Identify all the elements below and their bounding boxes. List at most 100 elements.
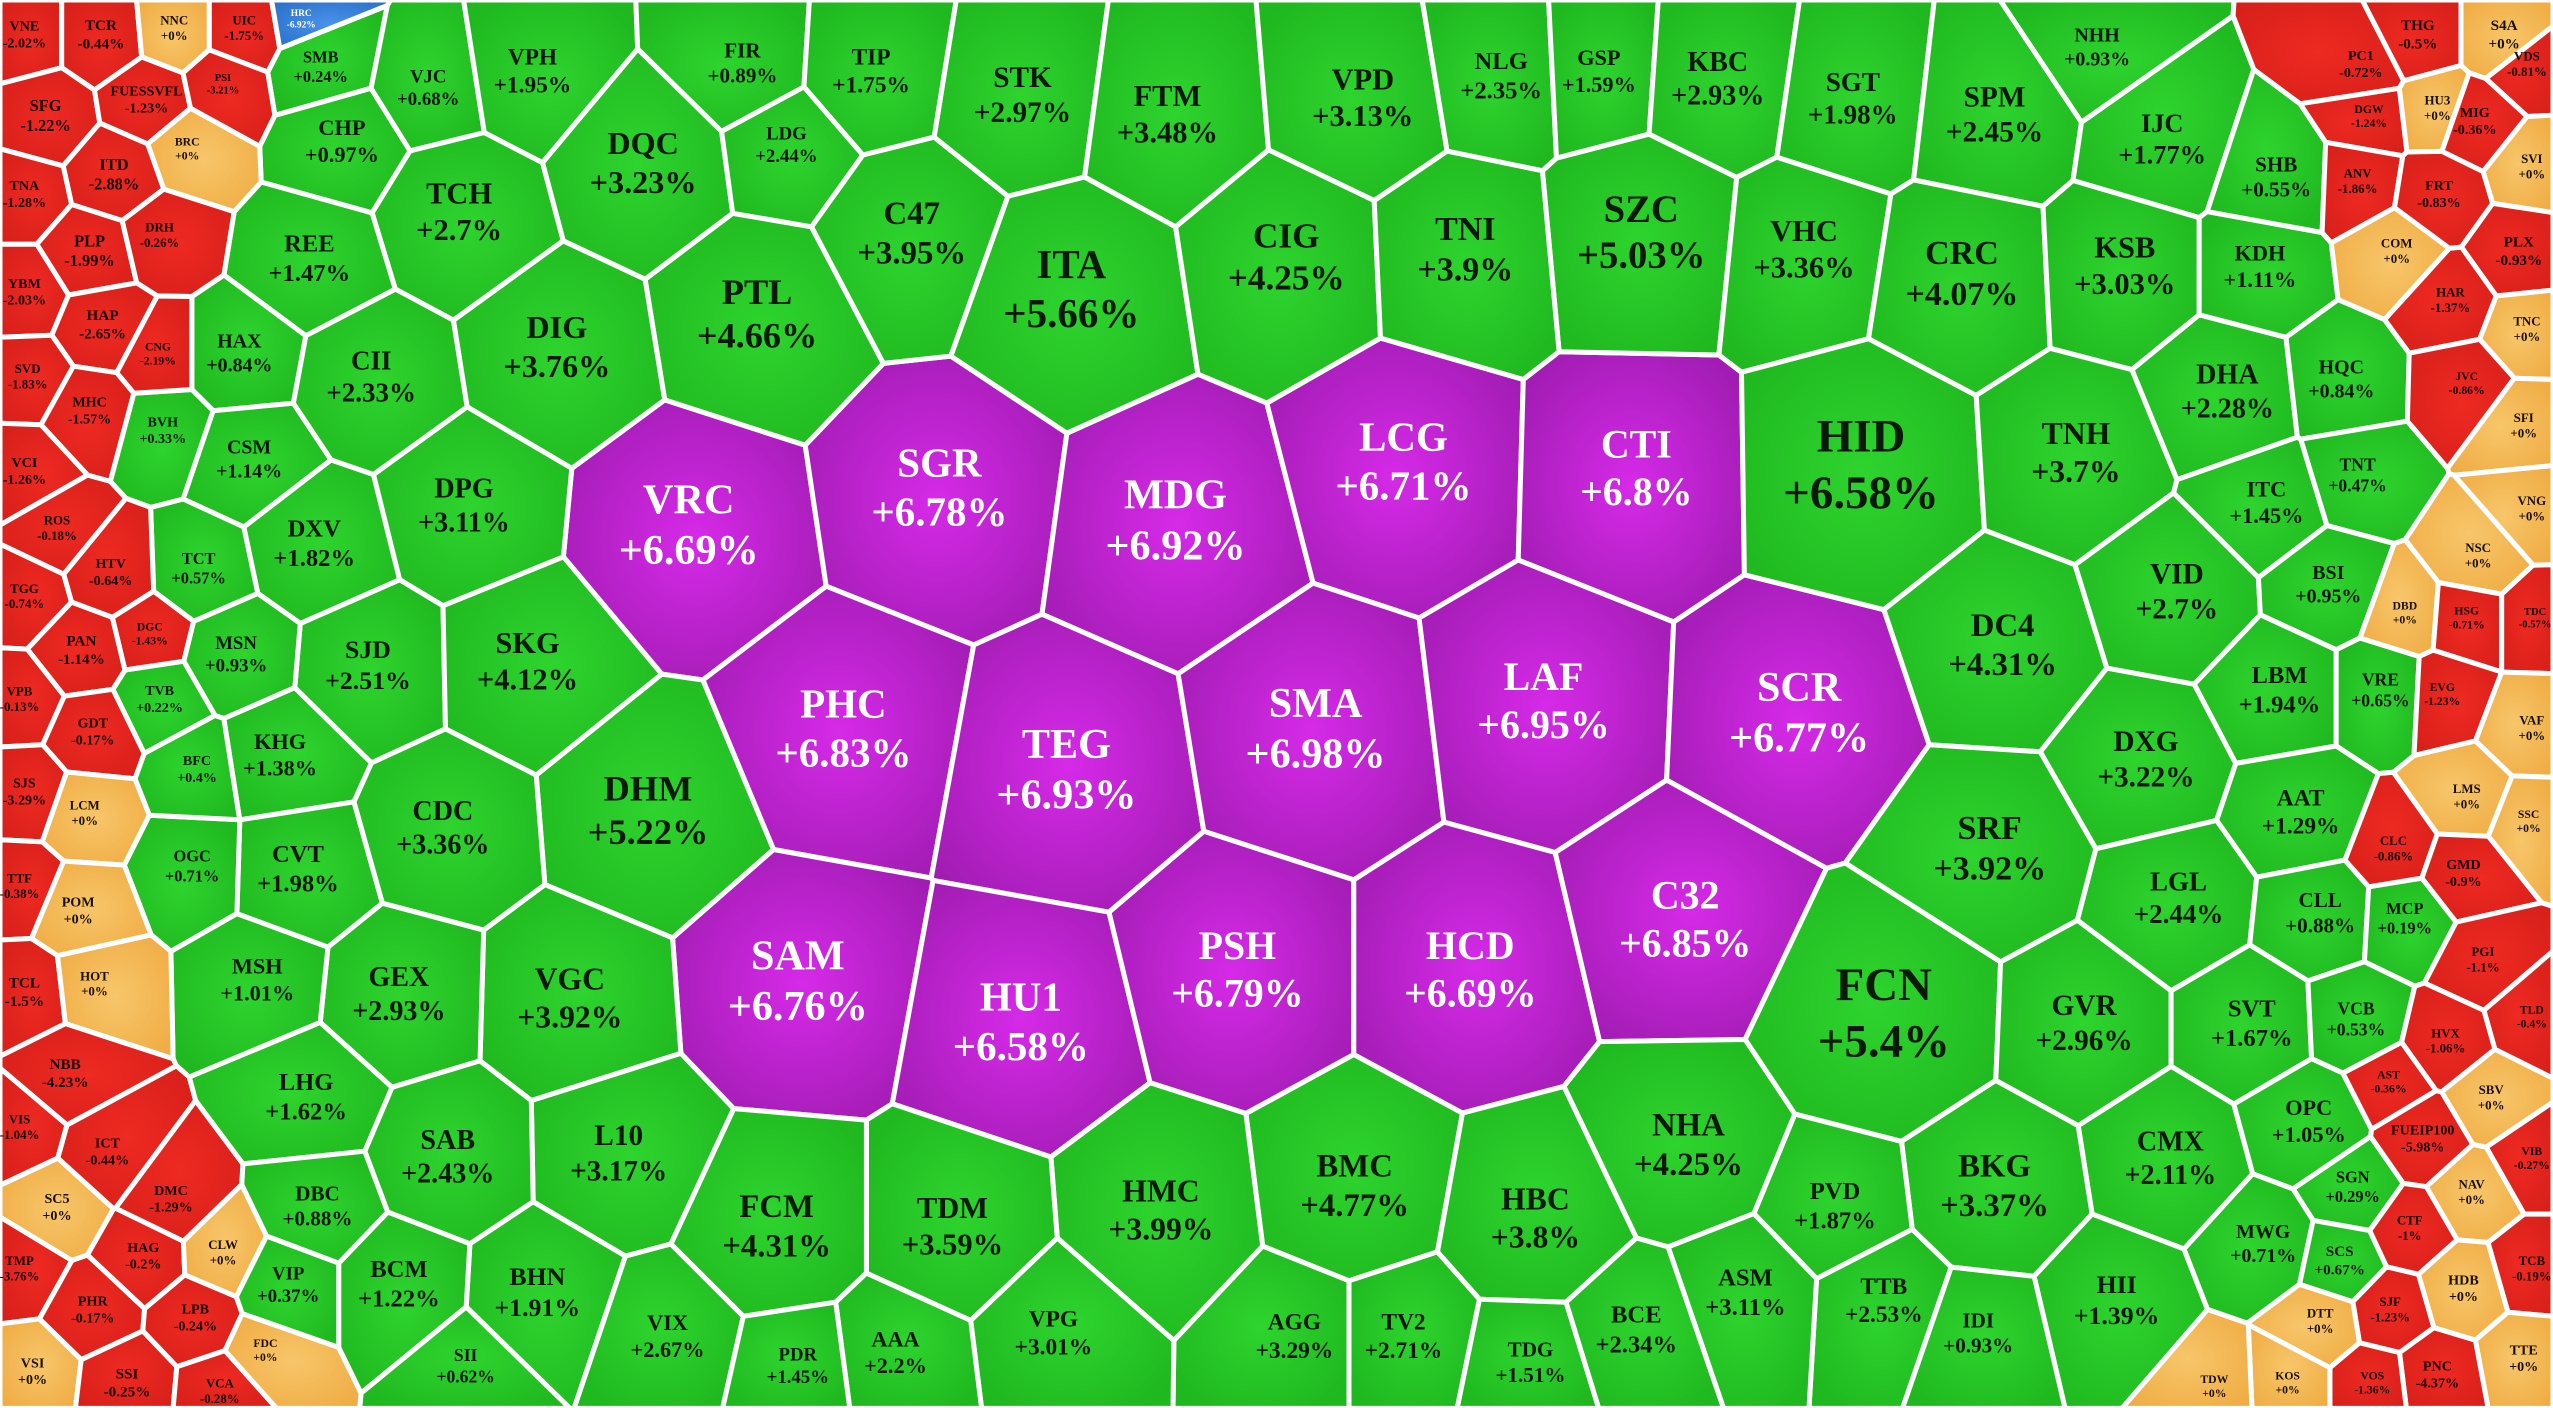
ticker-label: PSH (1199, 923, 1277, 968)
ticker-label: DTT (2307, 1306, 2334, 1320)
ticker-label: SJF (2379, 1295, 2401, 1309)
change-label: +3.36% (1753, 251, 1854, 285)
ticker-label: HBC (1501, 1181, 1570, 1216)
change-label: +2.43% (401, 1159, 494, 1190)
ticker-label: TCR (85, 17, 118, 34)
ticker-label: GEX (368, 962, 429, 993)
ticker-label: DIG (526, 309, 587, 345)
change-label: +2.34% (1596, 1331, 1678, 1358)
change-label: +1.22% (358, 1286, 440, 1313)
change-label: +3.95% (857, 235, 966, 271)
ticker-label: L10 (594, 1120, 643, 1152)
ticker-label: AAA (871, 1326, 919, 1351)
ticker-label: POM (62, 895, 95, 911)
change-label: -0.24% (174, 1319, 217, 1335)
ticker-label: LDG (766, 124, 807, 145)
change-label: +6.8% (1580, 469, 1693, 514)
ticker-label: TVB (145, 683, 175, 699)
ticker-label: LAF (1504, 654, 1584, 699)
change-label: +1.05% (2272, 1122, 2346, 1147)
ticker-label: YBM (8, 276, 41, 292)
ticker-label: SMB (303, 47, 339, 66)
change-label: -3.76% (0, 1270, 39, 1284)
change-label: +3.23% (590, 164, 697, 200)
ticker-label: MSN (215, 633, 257, 654)
ticker-label: THG (2401, 17, 2435, 34)
ticker-label: SCS (2326, 1243, 2354, 1260)
change-label: -1.1% (2466, 960, 2499, 974)
ticker-label: CIG (1253, 216, 1319, 255)
ticker-label: SAM (751, 932, 845, 979)
ticker-label: SFI (2514, 411, 2534, 425)
ticker-label: DMC (154, 1183, 188, 1199)
ticker-label: CLL (2298, 888, 2341, 912)
ticker-label: TTE (2510, 1342, 2538, 1358)
change-label: -1.06% (2426, 1042, 2466, 1056)
change-label: +3.59% (902, 1228, 1003, 1262)
change-label: +2.67% (631, 1337, 705, 1362)
change-label: -0.5% (2398, 35, 2437, 52)
change-label: -1.23% (125, 101, 168, 117)
change-label: +0.95% (2295, 586, 2361, 608)
ticker-label: HII (2097, 1270, 2137, 1299)
change-label: +5.03% (1577, 235, 1705, 277)
change-label: +0.29% (2326, 1187, 2380, 1206)
change-label: +6.95% (1477, 702, 1609, 747)
ticker-label: VCB (2337, 998, 2374, 1018)
ticker-label: PLX (2504, 234, 2534, 251)
change-label: +0.57% (171, 568, 225, 587)
change-label: -1.22% (20, 116, 71, 135)
change-label: +0.88% (2285, 914, 2355, 938)
ticker-label: SZC (1604, 189, 1679, 231)
change-label: +3.92% (517, 1000, 622, 1035)
change-label: +5.22% (588, 812, 709, 852)
ticker-label: BKG (1958, 1148, 2031, 1184)
ticker-label: TGG (10, 582, 39, 596)
change-label: -1.99% (64, 251, 115, 270)
ticker-label: TNA (10, 178, 41, 194)
ticker-label: FRT (2425, 178, 2453, 194)
change-label: +0% (2202, 1387, 2226, 1400)
change-label: -0.19% (2512, 1270, 2552, 1284)
change-label: -0.9% (2445, 874, 2481, 890)
ticker-label: OPC (2285, 1095, 2332, 1120)
change-label: +0% (18, 1372, 47, 1388)
ticker-label: ANV (2344, 167, 2373, 181)
change-label: -0.44% (78, 35, 125, 52)
ticker-label: FDC (253, 1337, 277, 1350)
ticker-label: HSG (2454, 604, 2479, 617)
change-label: -0.81% (2507, 65, 2547, 79)
change-label: +0.62% (436, 1366, 494, 1386)
ticker-label: KOS (2275, 1370, 2300, 1383)
change-label: +6.83% (775, 730, 911, 776)
change-label: -0.28% (200, 1392, 240, 1406)
change-label: +0.93% (205, 656, 267, 677)
ticker-label: FCM (739, 1189, 814, 1225)
ticker-label: HMC (1122, 1173, 1199, 1208)
ticker-label: SC5 (44, 1191, 69, 1207)
change-label: +4.25% (1228, 259, 1345, 298)
ticker-label: ICT (95, 1136, 121, 1152)
change-label: +2.35% (1460, 78, 1542, 105)
change-label: +0% (210, 1253, 237, 1267)
change-label: -0.57% (2519, 619, 2552, 630)
ticker-label: VNE (10, 19, 40, 35)
change-label: +0% (2458, 1193, 2485, 1207)
ticker-label: DGW (2354, 103, 2384, 116)
ticker-label: TDC (2524, 607, 2546, 618)
ticker-label: FTM (1134, 79, 1202, 113)
ticker-label: VRC (643, 477, 734, 524)
ticker-label: BCM (370, 1256, 427, 1283)
change-label: -1.04% (0, 1128, 39, 1142)
change-label: +3.8% (1491, 1219, 1580, 1254)
change-label: +6.58% (1783, 467, 1939, 519)
ticker-label: SAB (420, 1125, 475, 1156)
ticker-label: TCT (182, 549, 216, 568)
change-label: +3.99% (1108, 1211, 1213, 1246)
ticker-label: GVR (2052, 990, 2118, 1022)
ticker-label: NBB (50, 1056, 81, 1073)
change-label: +2.44% (2134, 899, 2224, 929)
ticker-label: SSI (116, 1365, 139, 1382)
ticker-label: C32 (1651, 872, 1720, 917)
